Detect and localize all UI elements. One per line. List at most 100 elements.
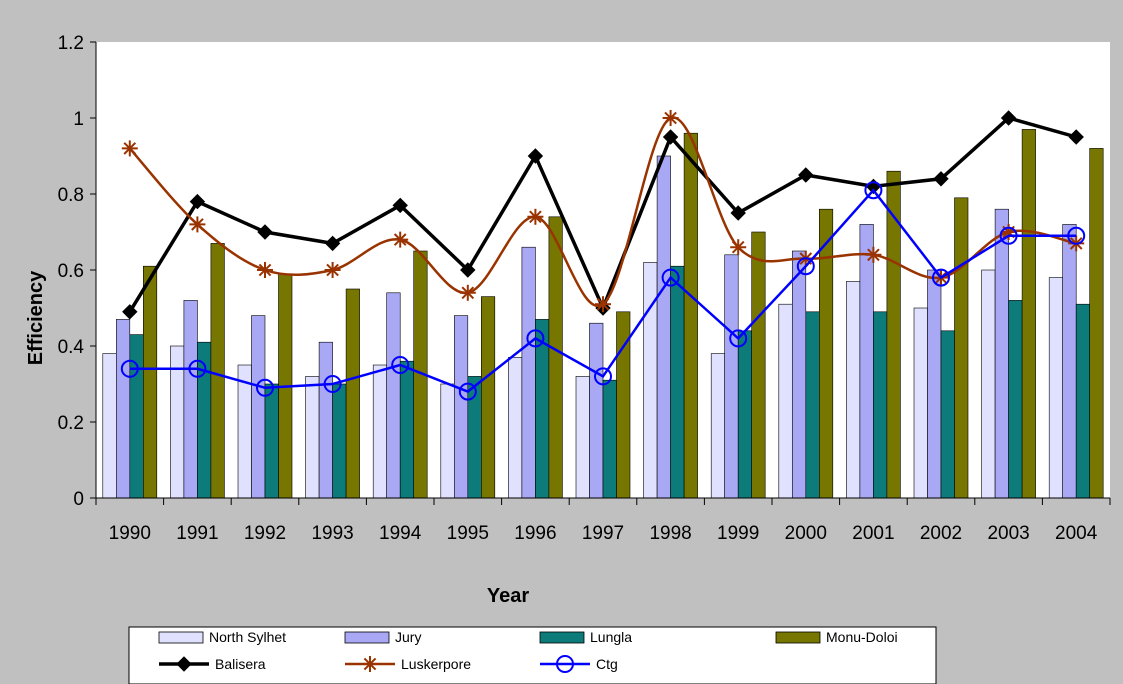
point-balisera-1991 — [189, 193, 206, 210]
point-balisera-1992 — [257, 224, 273, 240]
bar-north-sylhet-1998 — [643, 262, 658, 499]
bar-jury-2000 — [791, 250, 807, 499]
point-luskerpore-1993 — [324, 262, 341, 278]
point-balisera-1996 — [527, 148, 544, 164]
x-tick-label-1995: 1995 — [447, 523, 489, 544]
point-balisera-2003 — [1000, 110, 1017, 126]
y-tick-label-0.2: 0.2 — [58, 413, 84, 434]
point-ctg-1996 — [526, 329, 545, 348]
bar-monu-doloi-2000 — [818, 208, 834, 499]
legend-marker-ctg — [556, 655, 574, 673]
point-ctg-1990 — [120, 359, 139, 378]
legend-swatch-monu-doloi — [775, 631, 821, 644]
y-tick-label-0.8: 0.8 — [58, 185, 84, 206]
y-tick-label-0.4: 0.4 — [58, 337, 85, 358]
bar-lungla-1992 — [264, 383, 279, 499]
point-balisera-1990 — [122, 304, 138, 320]
point-balisera-1993 — [324, 235, 341, 252]
bar-jury-1994 — [386, 292, 401, 499]
bar-north-sylhet-2001 — [846, 281, 861, 499]
legend-label-monu-doloi: Monu-Doloi — [826, 629, 898, 645]
legend-marker-balisera — [176, 656, 192, 672]
point-luskerpore-1996 — [527, 208, 544, 225]
point-balisera-2002 — [933, 171, 949, 187]
bar-north-sylhet-1994 — [372, 364, 388, 499]
bar-jury-1990 — [116, 319, 131, 499]
y-axis-title: Efficiency — [25, 270, 47, 365]
point-ctg-1995 — [458, 382, 477, 401]
legend-marker-luskerpore — [362, 656, 378, 672]
point-luskerpore-1994 — [392, 231, 409, 248]
x-tick-label-1991: 1991 — [176, 523, 218, 544]
point-luskerpore-1999 — [730, 239, 747, 256]
point-ctg-1999 — [729, 329, 748, 348]
x-tick-label-2004: 2004 — [1055, 523, 1098, 544]
legend-label-north-sylhet: North Sylhet — [209, 629, 286, 645]
bar-lungla-1999 — [737, 330, 753, 499]
line-ctg — [129, 188, 1077, 394]
point-ctg-2000 — [796, 257, 815, 276]
point-balisera-1994 — [392, 197, 408, 214]
legend-swatch-jury — [344, 631, 390, 644]
bar-monu-doloi-2003 — [1021, 129, 1036, 499]
bar-lungla-2004 — [1075, 303, 1090, 499]
point-ctg-2004 — [1067, 226, 1086, 245]
point-ctg-2001 — [864, 181, 883, 200]
bar-north-sylhet-1997 — [575, 376, 590, 499]
x-tick-label-1997: 1997 — [582, 523, 624, 544]
bar-north-sylhet-1995 — [440, 383, 455, 499]
bar-jury-1997 — [589, 322, 604, 499]
x-tick-label-2001: 2001 — [852, 523, 894, 544]
bar-monu-doloi-1995 — [480, 296, 496, 499]
bar-jury-1995 — [453, 315, 469, 499]
bar-lungla-2000 — [805, 311, 820, 499]
bar-north-sylhet-2004 — [1048, 277, 1063, 499]
bar-lungla-1994 — [399, 360, 415, 499]
legend-swatch-north-sylhet — [158, 631, 204, 644]
bar-north-sylhet-2002 — [913, 307, 928, 499]
bar-north-sylhet-2000 — [778, 303, 793, 499]
bar-lungla-2003 — [1008, 300, 1023, 499]
point-luskerpore-1998 — [662, 110, 679, 126]
bar-jury-1996 — [521, 246, 536, 499]
bar-monu-doloi-2001 — [886, 170, 901, 499]
point-ctg-1998 — [661, 268, 680, 287]
bar-jury-1991 — [183, 300, 198, 499]
bar-north-sylhet-2003 — [981, 269, 996, 499]
point-luskerpore-1990 — [121, 140, 138, 157]
bar-monu-doloi-1990 — [143, 265, 158, 499]
x-tick-label-1999: 1999 — [717, 523, 759, 544]
x-tick-label-2003: 2003 — [987, 523, 1029, 544]
x-axis-title: Year — [487, 585, 529, 607]
bar-jury-2002 — [927, 269, 942, 499]
bar-lungla-1997 — [602, 379, 617, 499]
point-ctg-1997 — [594, 367, 612, 386]
point-luskerpore-1991 — [189, 216, 206, 233]
point-luskerpore-2001 — [865, 246, 882, 263]
bar-north-sylhet-1990 — [102, 353, 117, 499]
x-tick-label-1992: 1992 — [244, 523, 286, 544]
bar-jury-1998 — [656, 155, 671, 499]
y-tick-label-1: 1 — [73, 109, 84, 130]
point-balisera-1999 — [730, 205, 746, 221]
y-tick-label-0.6: 0.6 — [58, 261, 84, 282]
point-ctg-1994 — [391, 356, 410, 374]
point-luskerpore-1997 — [595, 296, 611, 313]
bar-monu-doloi-1991 — [210, 243, 225, 499]
x-tick-label-1990: 1990 — [109, 523, 151, 544]
x-tick-label-1994: 1994 — [379, 523, 422, 544]
legend-label-lungla: Lungla — [590, 629, 632, 645]
point-ctg-2003 — [999, 226, 1018, 245]
bar-jury-1993 — [318, 341, 333, 499]
bar-monu-doloi-1999 — [751, 231, 766, 499]
bar-lungla-2001 — [873, 311, 888, 499]
point-balisera-1995 — [460, 262, 476, 278]
bar-jury-2003 — [994, 208, 1009, 499]
bar-north-sylhet-1992 — [237, 364, 252, 499]
bar-lungla-1998 — [670, 265, 685, 499]
bar-monu-doloi-2004 — [1089, 148, 1104, 499]
y-tick-label-1.2: 1.2 — [58, 33, 84, 54]
point-ctg-2002 — [932, 268, 950, 287]
